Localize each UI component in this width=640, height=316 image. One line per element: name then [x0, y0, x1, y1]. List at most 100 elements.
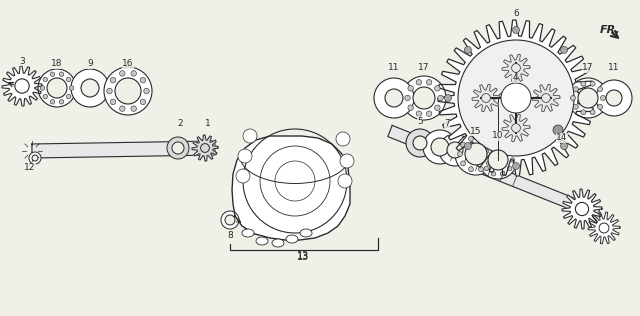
Circle shape	[598, 104, 603, 109]
Ellipse shape	[256, 237, 268, 245]
Circle shape	[115, 78, 141, 104]
Circle shape	[508, 149, 512, 154]
Polygon shape	[192, 135, 218, 161]
Circle shape	[511, 124, 520, 132]
Circle shape	[606, 90, 622, 106]
Text: 8: 8	[227, 230, 233, 240]
Circle shape	[435, 105, 440, 111]
Circle shape	[488, 150, 508, 170]
Circle shape	[600, 95, 605, 100]
Circle shape	[67, 77, 71, 82]
Circle shape	[340, 154, 354, 168]
Circle shape	[568, 78, 608, 118]
Circle shape	[590, 81, 595, 86]
Text: 10: 10	[492, 131, 504, 141]
Circle shape	[468, 136, 474, 141]
Circle shape	[406, 129, 434, 157]
Polygon shape	[562, 189, 602, 229]
Circle shape	[60, 72, 64, 76]
Circle shape	[402, 76, 446, 120]
Text: 17: 17	[419, 64, 429, 72]
Circle shape	[511, 64, 520, 72]
Circle shape	[561, 46, 568, 53]
Circle shape	[500, 172, 505, 176]
Ellipse shape	[242, 229, 254, 237]
Circle shape	[167, 137, 189, 159]
Circle shape	[140, 77, 146, 83]
Circle shape	[40, 86, 45, 90]
Circle shape	[120, 106, 125, 111]
Circle shape	[374, 78, 414, 118]
Circle shape	[120, 71, 125, 76]
Circle shape	[578, 88, 598, 108]
Circle shape	[513, 162, 520, 169]
Circle shape	[484, 149, 488, 154]
Circle shape	[423, 130, 457, 164]
Circle shape	[243, 129, 257, 143]
Circle shape	[238, 149, 252, 163]
Circle shape	[445, 94, 451, 101]
Text: 7: 7	[444, 119, 450, 129]
Circle shape	[455, 133, 497, 175]
Circle shape	[598, 87, 603, 92]
Circle shape	[338, 174, 352, 188]
Circle shape	[47, 78, 67, 98]
Circle shape	[447, 142, 463, 158]
Ellipse shape	[300, 229, 312, 237]
Polygon shape	[588, 212, 620, 244]
Ellipse shape	[272, 239, 284, 247]
Circle shape	[385, 89, 403, 107]
Polygon shape	[532, 84, 560, 112]
Circle shape	[51, 100, 55, 104]
Circle shape	[580, 94, 588, 101]
Polygon shape	[438, 20, 594, 176]
Circle shape	[479, 141, 517, 179]
Circle shape	[81, 79, 99, 97]
Circle shape	[15, 79, 29, 93]
Text: 16: 16	[122, 59, 134, 69]
Polygon shape	[388, 125, 600, 220]
Circle shape	[416, 111, 422, 116]
Text: 2: 2	[177, 119, 183, 129]
Circle shape	[561, 143, 568, 149]
Text: 13: 13	[297, 251, 309, 261]
Circle shape	[492, 144, 496, 149]
Circle shape	[465, 46, 472, 53]
Circle shape	[131, 106, 136, 111]
Circle shape	[71, 69, 109, 107]
Circle shape	[51, 72, 55, 76]
Polygon shape	[472, 84, 500, 112]
Circle shape	[404, 95, 410, 101]
Circle shape	[479, 167, 483, 172]
Text: 15: 15	[470, 126, 482, 136]
Circle shape	[60, 100, 64, 104]
Circle shape	[570, 95, 575, 100]
Text: 13: 13	[297, 252, 309, 262]
Text: 4: 4	[512, 74, 518, 82]
Circle shape	[225, 215, 235, 225]
Circle shape	[553, 125, 563, 135]
Polygon shape	[502, 114, 530, 142]
Circle shape	[43, 77, 47, 82]
Circle shape	[336, 132, 350, 146]
Circle shape	[110, 77, 116, 83]
Circle shape	[458, 40, 574, 156]
Circle shape	[500, 144, 505, 149]
Text: 5: 5	[417, 117, 423, 125]
Circle shape	[590, 110, 595, 115]
Circle shape	[508, 166, 512, 171]
Text: 12: 12	[24, 163, 36, 173]
Circle shape	[486, 142, 492, 147]
Circle shape	[110, 99, 116, 105]
Circle shape	[43, 94, 47, 99]
Circle shape	[413, 136, 427, 150]
Text: 9: 9	[87, 59, 93, 69]
Text: 14: 14	[556, 133, 568, 143]
Polygon shape	[32, 141, 215, 158]
Circle shape	[510, 158, 515, 162]
Circle shape	[596, 80, 632, 116]
Polygon shape	[502, 54, 530, 82]
Circle shape	[69, 86, 74, 90]
Circle shape	[408, 105, 413, 111]
Circle shape	[461, 161, 465, 166]
